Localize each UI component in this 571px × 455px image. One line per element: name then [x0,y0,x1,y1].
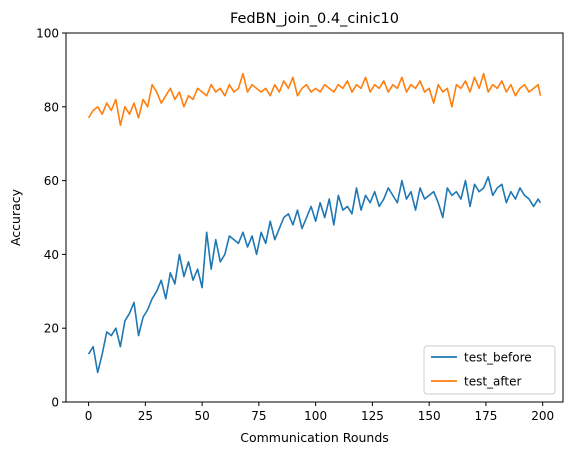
x-tick-label: 200 [531,409,554,423]
legend-label-test-after: test_after [464,375,522,389]
x-axis-label: Communication Rounds [240,430,389,445]
series-layer [87,72,542,374]
x-tick-label: 100 [304,409,327,423]
x-tick-label: 50 [194,409,209,423]
legend: test_before test_after [423,345,556,395]
y-tick-label: 80 [44,100,59,114]
series-line-test-before [87,176,542,374]
y-tick-label: 60 [44,174,59,188]
x-tick-label: 75 [251,409,266,423]
y-tick-label: 40 [44,248,59,262]
legend-box [423,345,556,395]
x-tick-label: 0 [85,409,93,423]
x-tick-label: 125 [361,409,384,423]
chart-title: FedBN_join_0.4_cinic10 [230,11,399,27]
legend-label-test-before: test_before [464,351,532,365]
x-axis-ticks: 0 25 50 75 100 125 150 175 200 [85,402,554,423]
y-tick-label: 20 [44,322,59,336]
x-tick-label: 150 [418,409,441,423]
x-tick-label: 175 [474,409,497,423]
y-tick-label: 100 [36,27,59,41]
x-tick-label: 25 [138,409,153,423]
y-tick-label: 0 [51,396,59,410]
y-axis-ticks: 0 20 40 60 80 100 [36,27,66,410]
y-axis-label: Accuracy [8,188,23,246]
plot-frame [65,32,564,403]
series-line-test-after [87,72,542,127]
